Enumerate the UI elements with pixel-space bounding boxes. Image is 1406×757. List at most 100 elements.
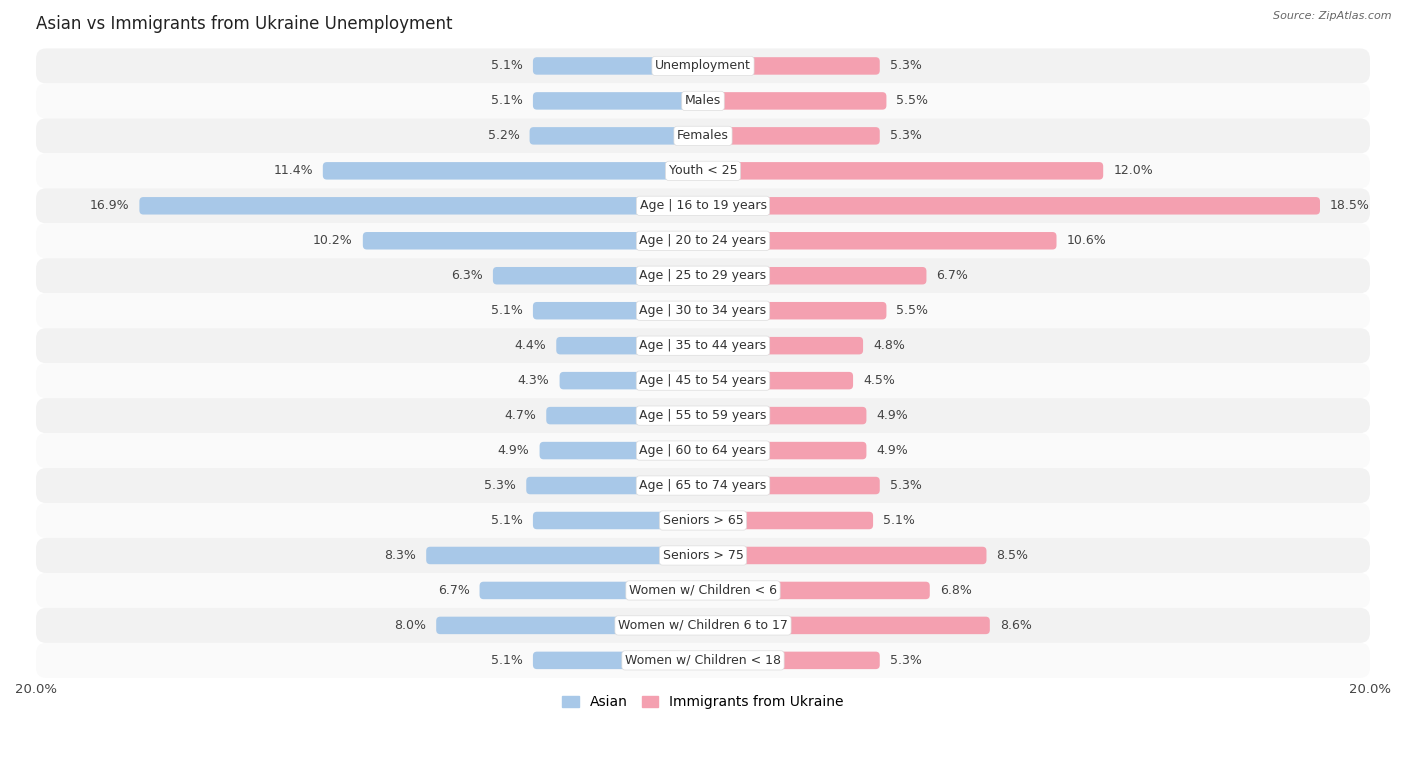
FancyBboxPatch shape xyxy=(703,127,880,145)
Text: 5.1%: 5.1% xyxy=(491,60,523,73)
Text: Women w/ Children 6 to 17: Women w/ Children 6 to 17 xyxy=(619,619,787,632)
FancyBboxPatch shape xyxy=(37,433,1369,468)
FancyBboxPatch shape xyxy=(533,302,703,319)
FancyBboxPatch shape xyxy=(37,363,1369,398)
Text: 10.2%: 10.2% xyxy=(314,234,353,248)
FancyBboxPatch shape xyxy=(37,223,1369,258)
Text: 4.9%: 4.9% xyxy=(876,444,908,457)
Text: 5.3%: 5.3% xyxy=(890,654,922,667)
FancyBboxPatch shape xyxy=(37,188,1369,223)
FancyBboxPatch shape xyxy=(37,258,1369,293)
FancyBboxPatch shape xyxy=(547,407,703,425)
Text: 5.3%: 5.3% xyxy=(890,60,922,73)
FancyBboxPatch shape xyxy=(703,302,886,319)
Text: 8.3%: 8.3% xyxy=(384,549,416,562)
FancyBboxPatch shape xyxy=(533,92,703,110)
FancyBboxPatch shape xyxy=(37,154,1369,188)
FancyBboxPatch shape xyxy=(540,442,703,459)
Text: Seniors > 65: Seniors > 65 xyxy=(662,514,744,527)
Text: 5.5%: 5.5% xyxy=(897,95,928,107)
FancyBboxPatch shape xyxy=(703,477,880,494)
FancyBboxPatch shape xyxy=(37,118,1369,154)
Text: 5.1%: 5.1% xyxy=(491,654,523,667)
Legend: Asian, Immigrants from Ukraine: Asian, Immigrants from Ukraine xyxy=(557,690,849,715)
Text: 18.5%: 18.5% xyxy=(1330,199,1369,212)
Text: 6.7%: 6.7% xyxy=(437,584,470,597)
Text: 5.1%: 5.1% xyxy=(491,95,523,107)
Text: Youth < 25: Youth < 25 xyxy=(669,164,737,177)
FancyBboxPatch shape xyxy=(479,581,703,600)
FancyBboxPatch shape xyxy=(37,48,1369,83)
FancyBboxPatch shape xyxy=(703,512,873,529)
FancyBboxPatch shape xyxy=(37,643,1369,678)
FancyBboxPatch shape xyxy=(533,512,703,529)
Text: 4.9%: 4.9% xyxy=(498,444,530,457)
Text: 11.4%: 11.4% xyxy=(273,164,312,177)
Text: Age | 16 to 19 years: Age | 16 to 19 years xyxy=(640,199,766,212)
Text: Age | 20 to 24 years: Age | 20 to 24 years xyxy=(640,234,766,248)
Text: 4.4%: 4.4% xyxy=(515,339,547,352)
FancyBboxPatch shape xyxy=(560,372,703,389)
FancyBboxPatch shape xyxy=(703,197,1320,214)
Text: Age | 35 to 44 years: Age | 35 to 44 years xyxy=(640,339,766,352)
FancyBboxPatch shape xyxy=(703,92,886,110)
FancyBboxPatch shape xyxy=(703,407,866,425)
Text: 5.1%: 5.1% xyxy=(491,304,523,317)
FancyBboxPatch shape xyxy=(703,652,880,669)
FancyBboxPatch shape xyxy=(703,372,853,389)
Text: 8.5%: 8.5% xyxy=(997,549,1028,562)
Text: Age | 60 to 64 years: Age | 60 to 64 years xyxy=(640,444,766,457)
Text: 6.3%: 6.3% xyxy=(451,269,482,282)
Text: 12.0%: 12.0% xyxy=(1114,164,1153,177)
FancyBboxPatch shape xyxy=(530,127,703,145)
FancyBboxPatch shape xyxy=(533,58,703,75)
FancyBboxPatch shape xyxy=(323,162,703,179)
FancyBboxPatch shape xyxy=(494,267,703,285)
Text: Age | 25 to 29 years: Age | 25 to 29 years xyxy=(640,269,766,282)
Text: Unemployment: Unemployment xyxy=(655,60,751,73)
Text: 6.7%: 6.7% xyxy=(936,269,969,282)
FancyBboxPatch shape xyxy=(703,267,927,285)
Text: 4.7%: 4.7% xyxy=(505,409,536,422)
Text: 5.1%: 5.1% xyxy=(883,514,915,527)
FancyBboxPatch shape xyxy=(37,503,1369,538)
Text: 5.3%: 5.3% xyxy=(890,129,922,142)
Text: 5.1%: 5.1% xyxy=(491,514,523,527)
FancyBboxPatch shape xyxy=(37,398,1369,433)
Text: Source: ZipAtlas.com: Source: ZipAtlas.com xyxy=(1274,11,1392,21)
FancyBboxPatch shape xyxy=(37,329,1369,363)
FancyBboxPatch shape xyxy=(37,468,1369,503)
FancyBboxPatch shape xyxy=(426,547,703,564)
Text: 10.6%: 10.6% xyxy=(1067,234,1107,248)
FancyBboxPatch shape xyxy=(363,232,703,250)
FancyBboxPatch shape xyxy=(703,58,880,75)
Text: 4.3%: 4.3% xyxy=(517,374,550,387)
Text: 6.8%: 6.8% xyxy=(939,584,972,597)
Text: 4.9%: 4.9% xyxy=(876,409,908,422)
FancyBboxPatch shape xyxy=(526,477,703,494)
Text: Age | 65 to 74 years: Age | 65 to 74 years xyxy=(640,479,766,492)
Text: Women w/ Children < 18: Women w/ Children < 18 xyxy=(626,654,780,667)
Text: 5.3%: 5.3% xyxy=(484,479,516,492)
FancyBboxPatch shape xyxy=(703,162,1104,179)
FancyBboxPatch shape xyxy=(37,83,1369,118)
Text: Age | 45 to 54 years: Age | 45 to 54 years xyxy=(640,374,766,387)
FancyBboxPatch shape xyxy=(37,573,1369,608)
FancyBboxPatch shape xyxy=(703,442,866,459)
Text: 8.0%: 8.0% xyxy=(394,619,426,632)
Text: Age | 30 to 34 years: Age | 30 to 34 years xyxy=(640,304,766,317)
Text: Asian vs Immigrants from Ukraine Unemployment: Asian vs Immigrants from Ukraine Unemplo… xyxy=(37,15,453,33)
Text: Females: Females xyxy=(678,129,728,142)
Text: Seniors > 75: Seniors > 75 xyxy=(662,549,744,562)
Text: Women w/ Children < 6: Women w/ Children < 6 xyxy=(628,584,778,597)
FancyBboxPatch shape xyxy=(533,652,703,669)
FancyBboxPatch shape xyxy=(139,197,703,214)
FancyBboxPatch shape xyxy=(703,581,929,600)
FancyBboxPatch shape xyxy=(703,232,1056,250)
FancyBboxPatch shape xyxy=(37,538,1369,573)
Text: 5.5%: 5.5% xyxy=(897,304,928,317)
Text: Males: Males xyxy=(685,95,721,107)
FancyBboxPatch shape xyxy=(703,337,863,354)
Text: 16.9%: 16.9% xyxy=(90,199,129,212)
Text: 4.8%: 4.8% xyxy=(873,339,905,352)
